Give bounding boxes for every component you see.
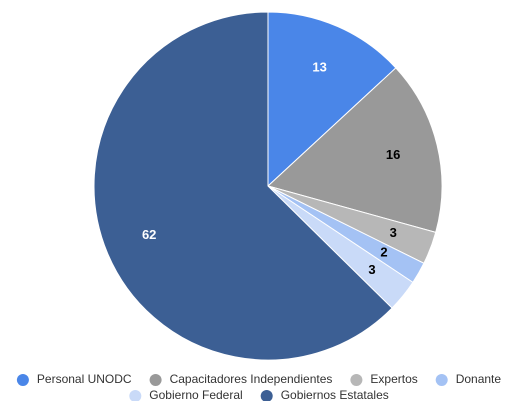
slice-value-label-personal-unodc: 13	[312, 59, 326, 74]
legend-label-donante: Donante	[456, 372, 502, 386]
legend-item-expertos: Expertos	[350, 372, 418, 386]
legend-item-gobiernos-estatales: Gobiernos Estatales	[260, 388, 389, 401]
slice-value-label-donante: 2	[380, 244, 387, 259]
legend-item-capacitadores-independientes: Capacitadores Independientes	[149, 372, 333, 386]
slice-value-label-capacitadores-independientes: 16	[386, 147, 400, 162]
legend-swatch-gobiernos-estatales	[260, 390, 273, 401]
legend-swatch-gobierno-federal	[129, 390, 142, 401]
legend-label-capacitadores-independientes: Capacitadores Independientes	[170, 372, 333, 386]
pie-slice-labels: 13 16 323 62	[142, 59, 400, 277]
legend-swatch-personal-unodc	[16, 374, 29, 386]
legend-label-gobierno-federal: Gobierno Federal	[149, 388, 242, 401]
slice-value-label-expertos: 3	[390, 225, 397, 240]
pie-slice-capacitadores-independientes	[267, 67, 443, 233]
legend-swatch-donante	[435, 374, 448, 386]
pie-slice-personal-unodc	[267, 11, 397, 188]
legend-label-personal-unodc: Personal UNODC	[37, 372, 132, 386]
legend-label-gobiernos-estatales: Gobiernos Estatales	[281, 388, 389, 401]
legend-item-gobierno-federal: Gobierno Federal	[129, 388, 243, 401]
legend-swatch-expertos	[350, 374, 363, 386]
legend-swatch-capacitadores-independientes	[149, 374, 162, 386]
legend-label-expertos: Expertos	[370, 372, 417, 386]
chart-legend: Personal UNODC Capacitadores Independient…	[16, 372, 502, 401]
legend-item-donante: Donante	[435, 372, 502, 386]
slice-value-label-gobierno-federal: 3	[368, 262, 375, 277]
legend-item-personal-unodc: Personal UNODC	[16, 372, 132, 386]
slice-value-label-gobiernos-estatales: 62	[142, 227, 156, 242]
pie-slice-gobiernos-estatales	[93, 11, 393, 361]
pie-slices	[93, 11, 443, 361]
